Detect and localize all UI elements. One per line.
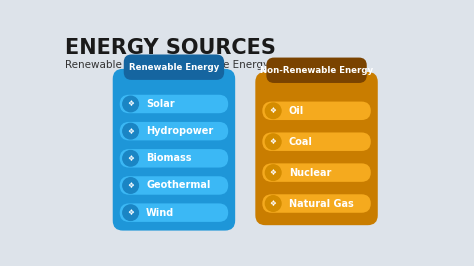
Text: Coal: Coal <box>289 137 313 147</box>
Text: ❖: ❖ <box>270 168 277 177</box>
FancyBboxPatch shape <box>124 55 224 80</box>
FancyBboxPatch shape <box>266 57 367 83</box>
Text: Hydropower: Hydropower <box>146 126 213 136</box>
Circle shape <box>265 134 281 149</box>
Circle shape <box>123 96 138 112</box>
FancyBboxPatch shape <box>262 132 371 151</box>
FancyBboxPatch shape <box>120 203 228 222</box>
Circle shape <box>123 205 138 221</box>
Circle shape <box>123 151 138 166</box>
Circle shape <box>123 123 138 139</box>
Text: Non-Renewable Energy: Non-Renewable Energy <box>260 66 373 75</box>
FancyBboxPatch shape <box>255 72 378 225</box>
Text: Renewable Energy: Renewable Energy <box>129 63 219 72</box>
Text: ❖: ❖ <box>270 199 277 208</box>
FancyBboxPatch shape <box>120 95 228 113</box>
FancyBboxPatch shape <box>262 102 371 120</box>
Text: ❖: ❖ <box>270 137 277 146</box>
Circle shape <box>265 103 281 119</box>
Circle shape <box>123 178 138 193</box>
Text: ❖: ❖ <box>127 208 134 217</box>
Text: ❖: ❖ <box>270 106 277 115</box>
FancyBboxPatch shape <box>120 176 228 195</box>
FancyBboxPatch shape <box>262 163 371 182</box>
Text: ❖: ❖ <box>127 181 134 190</box>
Text: Oil: Oil <box>289 106 304 116</box>
Text: Geothermal: Geothermal <box>146 181 210 190</box>
Text: Biomass: Biomass <box>146 153 191 163</box>
FancyBboxPatch shape <box>262 194 371 213</box>
Text: Natural Gas: Natural Gas <box>289 198 354 209</box>
FancyBboxPatch shape <box>120 122 228 140</box>
Text: Wind: Wind <box>146 208 174 218</box>
Text: Renewable and Non-Renewable Energy Sources: Renewable and Non-Renewable Energy Sourc… <box>65 60 314 70</box>
Text: Solar: Solar <box>146 99 175 109</box>
FancyBboxPatch shape <box>120 149 228 168</box>
Circle shape <box>265 196 281 211</box>
Text: ENERGY SOURCES: ENERGY SOURCES <box>65 38 276 58</box>
Text: ❖: ❖ <box>127 127 134 136</box>
Text: ❖: ❖ <box>127 99 134 109</box>
Text: Nuclear: Nuclear <box>289 168 331 178</box>
Circle shape <box>265 165 281 180</box>
FancyBboxPatch shape <box>113 69 235 231</box>
Text: ❖: ❖ <box>127 154 134 163</box>
